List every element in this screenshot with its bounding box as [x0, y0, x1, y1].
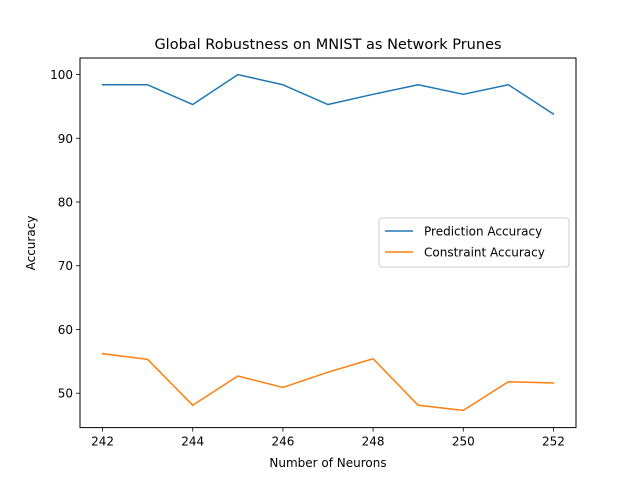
series-line-constraint-accuracy — [101, 352, 555, 412]
y-tick-label: 50 — [58, 387, 73, 401]
x-axis-ticks: 242 244 246 248 250 252 — [91, 427, 565, 449]
series-line-prediction-accuracy — [101, 73, 555, 116]
x-tick-label: 252 — [542, 435, 565, 449]
legend-label-constraint-accuracy: Constraint Accuracy — [424, 246, 545, 260]
legend: Prediction Accuracy Constraint Accuracy — [378, 217, 570, 268]
x-tick-label: 248 — [362, 435, 385, 449]
y-axis-ticks: 50 60 70 80 90 100 — [50, 68, 80, 401]
y-tick-label: 90 — [58, 132, 73, 146]
y-axis-label: Accuracy — [24, 216, 38, 271]
plot-area-frame — [79, 57, 577, 429]
y-tick-label: 100 — [50, 68, 73, 82]
legend-label-prediction-accuracy: Prediction Accuracy — [424, 225, 542, 239]
x-tick-label: 242 — [91, 435, 114, 449]
y-tick-label: 60 — [58, 323, 73, 337]
x-tick-label: 246 — [271, 435, 294, 449]
x-tick-label: 244 — [181, 435, 204, 449]
y-tick-label: 70 — [58, 259, 73, 273]
chart-title: Global Robustness on MNIST as Network Pr… — [154, 37, 501, 53]
x-tick-label: 250 — [452, 435, 475, 449]
y-tick-label: 80 — [58, 196, 73, 210]
x-axis-label: Number of Neurons — [269, 456, 386, 470]
legend-box — [378, 217, 570, 268]
series-lines — [101, 73, 555, 412]
